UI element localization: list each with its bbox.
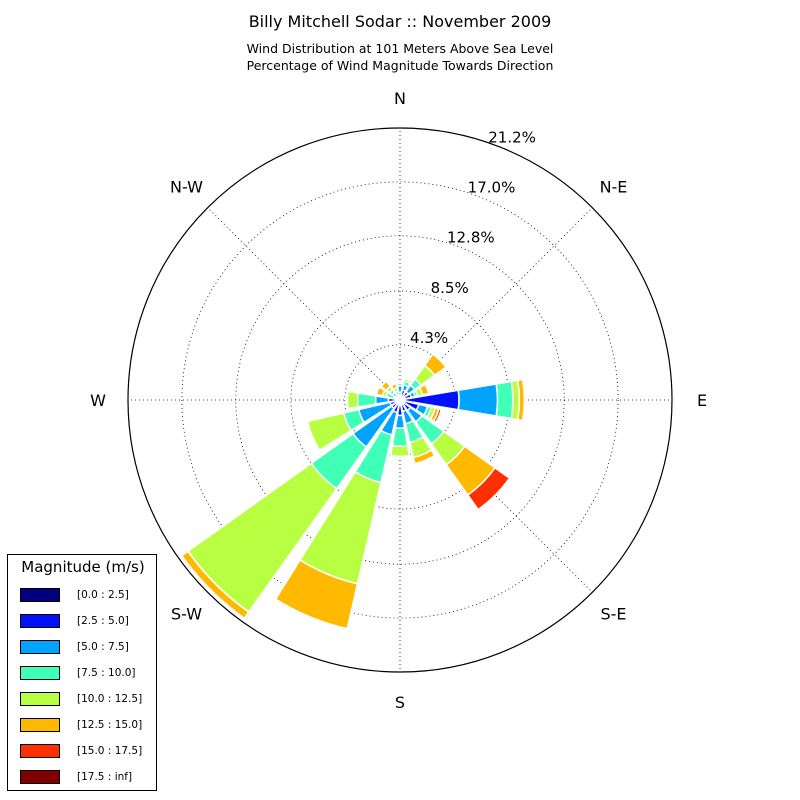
grid-circle — [181, 181, 619, 619]
chart-subtitle-line1: Wind Distribution at 101 Meters Above Se… — [246, 41, 554, 56]
windrose-bar — [351, 399, 401, 449]
windrose-bar — [357, 399, 401, 424]
legend-label: [10.0 : 12.5] — [77, 693, 143, 705]
radial-tick-label: 17.0% — [468, 179, 516, 197]
windrose-bar — [396, 399, 404, 417]
direction-label: S-W — [171, 605, 202, 624]
direction-label: S-E — [600, 605, 626, 624]
legend-swatch — [20, 614, 60, 628]
chart-subtitle-line2: Percentage of Wind Magnitude Towards Dir… — [246, 58, 554, 73]
legend-swatch — [20, 588, 60, 602]
chart-title: Billy Mitchell Sodar :: November 2009 — [248, 12, 552, 31]
direction-label: S — [395, 693, 405, 712]
direction-label: N — [394, 89, 406, 108]
legend-label: [17.5 : inf] — [77, 771, 133, 783]
outer-circle — [127, 127, 673, 673]
direction-label: E — [697, 391, 707, 410]
legend-swatch — [20, 770, 60, 784]
legend-label: [12.5 : 15.0] — [77, 719, 143, 731]
direction-label: W — [90, 391, 106, 410]
legend-label: [5.0 : 7.5] — [77, 641, 129, 653]
direction-label: N-E — [600, 178, 628, 197]
legend-swatch — [20, 640, 60, 654]
radial-tick-label: 21.2% — [488, 129, 536, 147]
legend-swatch — [20, 744, 60, 758]
legend-swatch — [20, 666, 60, 680]
radial-tick-label: 12.8% — [447, 228, 495, 246]
windrose-bar — [399, 389, 460, 411]
direction-label: N-W — [170, 178, 203, 197]
grid-circle — [235, 235, 565, 565]
legend-swatch — [20, 718, 60, 732]
radial-gridline — [207, 207, 401, 401]
radial-tick-label: 4.3% — [410, 329, 448, 347]
windrose-bar — [398, 397, 401, 401]
legend-label: [7.5 : 10.0] — [77, 667, 136, 679]
legend: Magnitude (m/s) [0.0 : 2.5] [2.5 : 5.0] … — [7, 554, 157, 791]
legend-label: [15.0 : 17.5] — [77, 745, 143, 757]
legend-title: Magnitude (m/s) — [21, 558, 145, 576]
legend-label: [0.0 : 2.5] — [77, 589, 129, 601]
legend-swatch — [20, 692, 60, 706]
legend-label: [2.5 : 5.0] — [77, 615, 129, 627]
radial-tick-label: 8.5% — [431, 279, 469, 297]
